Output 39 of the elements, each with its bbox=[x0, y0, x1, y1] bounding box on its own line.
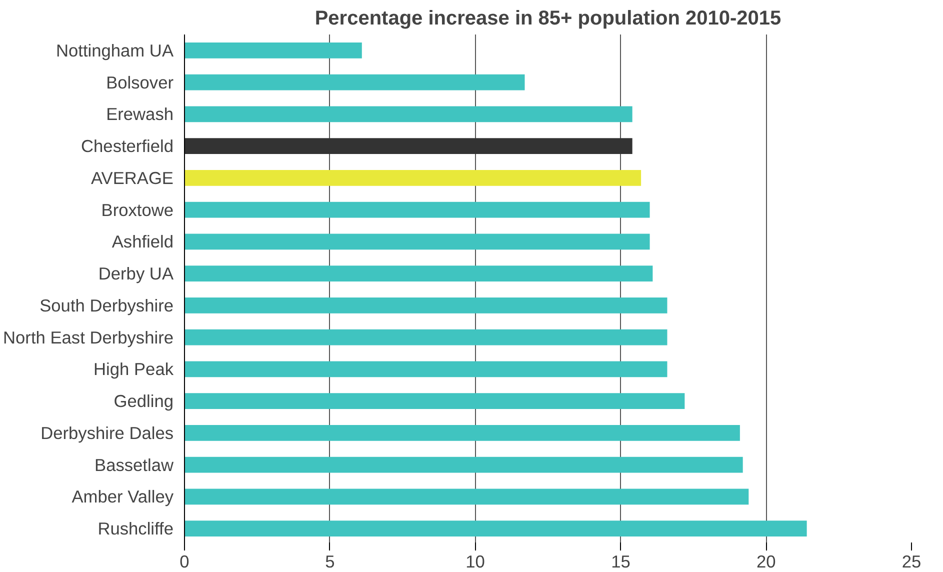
bar bbox=[184, 424, 740, 441]
bar bbox=[184, 520, 807, 537]
y-tick-label: Amber Valley bbox=[72, 486, 174, 507]
y-tick-label: Bolsover bbox=[106, 72, 174, 92]
y-tick-label: North East Derbyshire bbox=[3, 327, 174, 348]
x-tick-label: 25 bbox=[902, 552, 922, 572]
bar bbox=[184, 234, 650, 250]
y-tick-label: AVERAGE bbox=[91, 168, 174, 188]
y-tick-label: Rushcliffe bbox=[98, 518, 174, 539]
x-tick-label: 5 bbox=[325, 552, 335, 572]
y-tick-label: Gedling bbox=[114, 391, 174, 412]
x-tick-label: 10 bbox=[466, 552, 485, 572]
y-tick-label: South Derbyshire bbox=[40, 295, 174, 316]
bar bbox=[184, 42, 362, 58]
bar bbox=[184, 393, 685, 410]
y-tick-label: Erewash bbox=[106, 104, 174, 124]
bar bbox=[184, 488, 749, 505]
bar bbox=[184, 456, 743, 473]
x-tick-label: 20 bbox=[756, 552, 776, 572]
bar bbox=[184, 361, 668, 378]
bar bbox=[184, 138, 632, 154]
bar bbox=[184, 266, 653, 282]
bar bbox=[184, 106, 632, 122]
y-tick-label: Derby UA bbox=[98, 264, 174, 284]
y-tick-label: Ashfield bbox=[112, 232, 174, 252]
y-tick-label: High Peak bbox=[94, 359, 174, 380]
y-tick-label: Broxtowe bbox=[101, 200, 174, 220]
bar bbox=[184, 74, 525, 90]
y-tick-label: Nottingham UA bbox=[56, 40, 174, 60]
bar bbox=[184, 297, 668, 314]
y-tick-label: Chesterfield bbox=[81, 136, 174, 156]
x-tick-label: 0 bbox=[180, 552, 190, 572]
bar bbox=[184, 202, 650, 218]
bar bbox=[184, 170, 642, 186]
x-tick-label: 15 bbox=[611, 552, 630, 572]
y-tick-label: Derbyshire Dales bbox=[40, 422, 174, 443]
bar bbox=[184, 329, 668, 346]
y-tick-label: Bassetlaw bbox=[94, 454, 174, 475]
chart-title: Percentage increase in 85+ population 2010-2015 bbox=[314, 8, 782, 30]
